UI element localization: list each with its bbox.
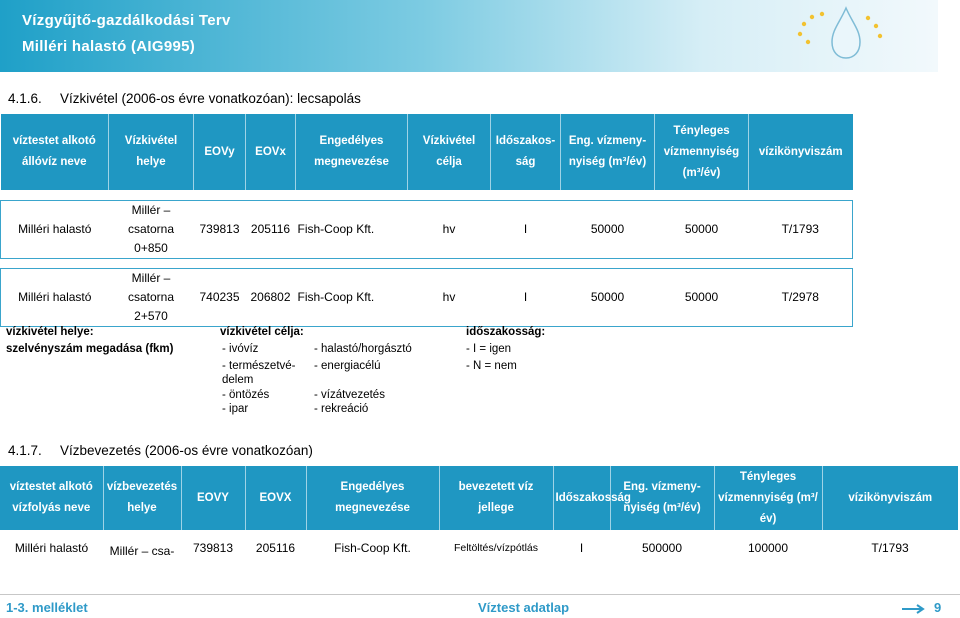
table-cell: T/1793	[748, 199, 853, 259]
table-cell: 500000	[641, 541, 683, 555]
column-header: Eng. vízmeny-nyiség (m³/év)	[560, 114, 655, 190]
column-header: bevezetett víz jellege	[438, 466, 553, 530]
table-cell: I	[490, 199, 561, 259]
withdrawal-table: víztestet alkotó állóvíz neve Vízkivétel…	[0, 114, 853, 327]
column-header: vízbevezetés helye	[102, 466, 181, 530]
table-row: Milléri halastó Millér – csa- 739813 205…	[0, 530, 958, 566]
discharge-table: víztestet alkotó vízfolyás neve vízbevez…	[0, 466, 958, 566]
footer-annex: 1-3. melléklet	[6, 600, 88, 615]
table-cell: Milléri halastó	[0, 199, 109, 259]
section-number: 4.1.6.	[8, 91, 42, 106]
section-number: 4.1.7.	[8, 443, 42, 458]
table-row: Milléri halastó Millér – csatorna 0+850 …	[0, 199, 853, 259]
table-cell: Millér – csatorna 2+570	[108, 267, 194, 327]
eu-water-drop-logo-icon	[797, 6, 883, 59]
legend-period-list: - I = igen - N = nem	[466, 342, 517, 373]
column-header: Időszakos-ság	[490, 114, 561, 190]
table-cell: T/2978	[748, 267, 853, 327]
column-header: EOVy	[193, 114, 246, 190]
table-cell: 205116	[255, 541, 296, 555]
legend-item: - N = nem	[466, 360, 517, 372]
legend-item: delem	[222, 374, 254, 386]
legend-purpose-title: vízkivétel célja:	[220, 326, 304, 338]
table-cell: Fish-Coop Kft.	[295, 199, 408, 259]
legend-place-desc: szelvényszám megadása (fkm)	[6, 343, 174, 355]
arrow-right-icon	[902, 604, 925, 614]
column-header: EOVX	[244, 466, 306, 530]
column-header: Időszakosság	[552, 466, 631, 530]
table-header-row: víztestet alkotó állóvíz neve Vízkivétel…	[0, 114, 853, 190]
legend-purpose-list-2: - halastó/horgásztó - energiacélú - vízá…	[314, 342, 412, 416]
footer-divider	[0, 594, 960, 595]
table-cell: Milléri halastó	[14, 541, 89, 555]
legend-period-title: időszakosság:	[466, 326, 546, 338]
table-row: Milléri halastó Millér – csatorna 2+570 …	[0, 267, 853, 327]
legend-item	[314, 373, 412, 387]
table-cell: 50000	[654, 199, 749, 259]
legend-item: - energiacélú	[314, 360, 381, 372]
table-cell: 50000	[560, 199, 655, 259]
table-cell: T/1793	[871, 541, 909, 555]
footer-doc-type: Víztest adatlap	[478, 600, 570, 615]
table-cell: Milléri halastó	[0, 267, 109, 327]
document-subtitle: Milléri halastó (AIG995)	[22, 38, 196, 55]
legend-item: - halastó/horgásztó	[314, 343, 412, 355]
section-title: Vízkivétel (2006-os évre vonatkozóan): l…	[60, 91, 361, 106]
table-cell: 100000	[747, 541, 789, 555]
page-number: 9	[934, 600, 942, 615]
section-title: Vízbevezetés (2006-os évre vonatkozóan)	[60, 443, 313, 458]
table-cell: 739813	[193, 199, 246, 259]
table-cell: Fish-Coop Kft.	[295, 267, 408, 327]
table-cell: Millér – csatorna 0+850	[108, 199, 194, 259]
table-cell: Feltöltés/vízpótlás	[453, 542, 539, 554]
legend-item: - rekreáció	[314, 403, 369, 415]
legend-item: - I = igen	[466, 343, 512, 355]
column-header: Tényleges vízmennyiség (m³/év)	[713, 466, 822, 530]
table-cell: I	[579, 541, 584, 555]
legend-item: - természetvé-	[222, 360, 296, 372]
table-cell: 205116	[245, 199, 296, 259]
table-cell: hv	[407, 199, 491, 259]
column-header: víztestet alkotó állóvíz neve	[0, 114, 109, 190]
legend-item: - ivóvíz	[222, 343, 259, 355]
column-header: Vízkivétel helye	[108, 114, 194, 190]
legend-item: - öntözés	[222, 389, 270, 401]
column-header: Engedélyes megnevezése	[295, 114, 408, 190]
table-cell: 206802	[245, 267, 296, 327]
table-cell: I	[490, 267, 561, 327]
table-header-row: víztestet alkotó vízfolyás neve vízbevez…	[0, 466, 958, 530]
column-header: EOVY	[180, 466, 245, 530]
header-banner	[0, 0, 938, 72]
legend-item: - ipar	[222, 403, 249, 415]
column-header: Engedélyes megnevezése	[305, 466, 439, 530]
column-header: vízikönyviszám	[821, 466, 958, 530]
table-cell: Millér – csa-	[109, 544, 175, 558]
legend-item: - vízátvezetés	[314, 389, 385, 401]
column-header: Vízkivétel célja	[407, 114, 491, 190]
document-title: Vízgyűjtő-gazdálkodási Terv	[22, 12, 231, 29]
table-cell: 740235	[193, 267, 246, 327]
column-header: EOVx	[245, 114, 296, 190]
table-cell: Fish-Coop Kft.	[334, 541, 411, 555]
column-header: Eng. vízmeny-nyiség (m³/év)	[609, 466, 714, 530]
column-header: vízikönyviszám	[748, 114, 853, 190]
legend-purpose-list: - ivóvíz - természetvé- delem - öntözés …	[222, 342, 296, 416]
column-header: Tényleges vízmennyiség (m³/év)	[654, 114, 749, 190]
legend-place-title: vízkivétel helye:	[6, 326, 94, 338]
table-cell: 739813	[192, 541, 234, 555]
table-cell: hv	[407, 267, 491, 327]
table-cell: 50000	[654, 267, 749, 327]
table-cell: 50000	[560, 267, 655, 327]
column-header: víztestet alkotó vízfolyás neve	[0, 466, 103, 530]
